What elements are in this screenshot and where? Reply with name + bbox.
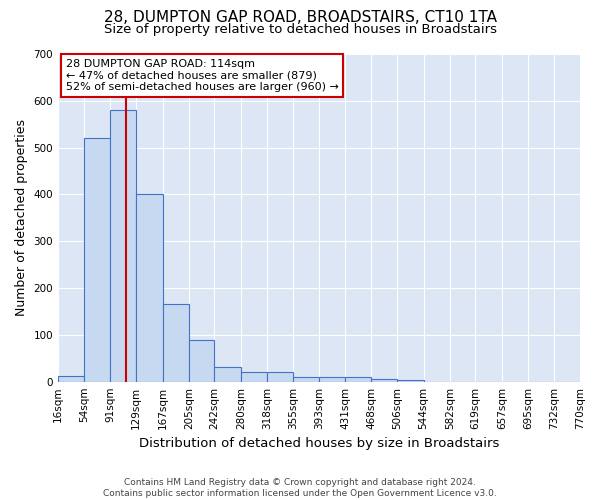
Bar: [214, 366, 241, 382]
Bar: [189, 340, 214, 382]
Bar: [371, 380, 397, 382]
Bar: [163, 304, 189, 382]
Bar: [58, 376, 85, 382]
Text: Contains HM Land Registry data © Crown copyright and database right 2024.
Contai: Contains HM Land Registry data © Crown c…: [103, 478, 497, 498]
Bar: [110, 110, 136, 382]
Bar: [346, 377, 371, 382]
Bar: [85, 138, 110, 382]
Y-axis label: Number of detached properties: Number of detached properties: [15, 120, 28, 316]
Bar: [136, 194, 163, 382]
Text: 28 DUMPTON GAP ROAD: 114sqm
← 47% of detached houses are smaller (879)
52% of se: 28 DUMPTON GAP ROAD: 114sqm ← 47% of det…: [66, 59, 339, 92]
Bar: [397, 380, 424, 382]
Bar: [293, 377, 319, 382]
X-axis label: Distribution of detached houses by size in Broadstairs: Distribution of detached houses by size …: [139, 437, 499, 450]
Bar: [241, 372, 267, 382]
Bar: [267, 372, 293, 382]
Bar: [319, 377, 346, 382]
Text: 28, DUMPTON GAP ROAD, BROADSTAIRS, CT10 1TA: 28, DUMPTON GAP ROAD, BROADSTAIRS, CT10 …: [104, 10, 497, 25]
Text: Size of property relative to detached houses in Broadstairs: Size of property relative to detached ho…: [104, 22, 497, 36]
